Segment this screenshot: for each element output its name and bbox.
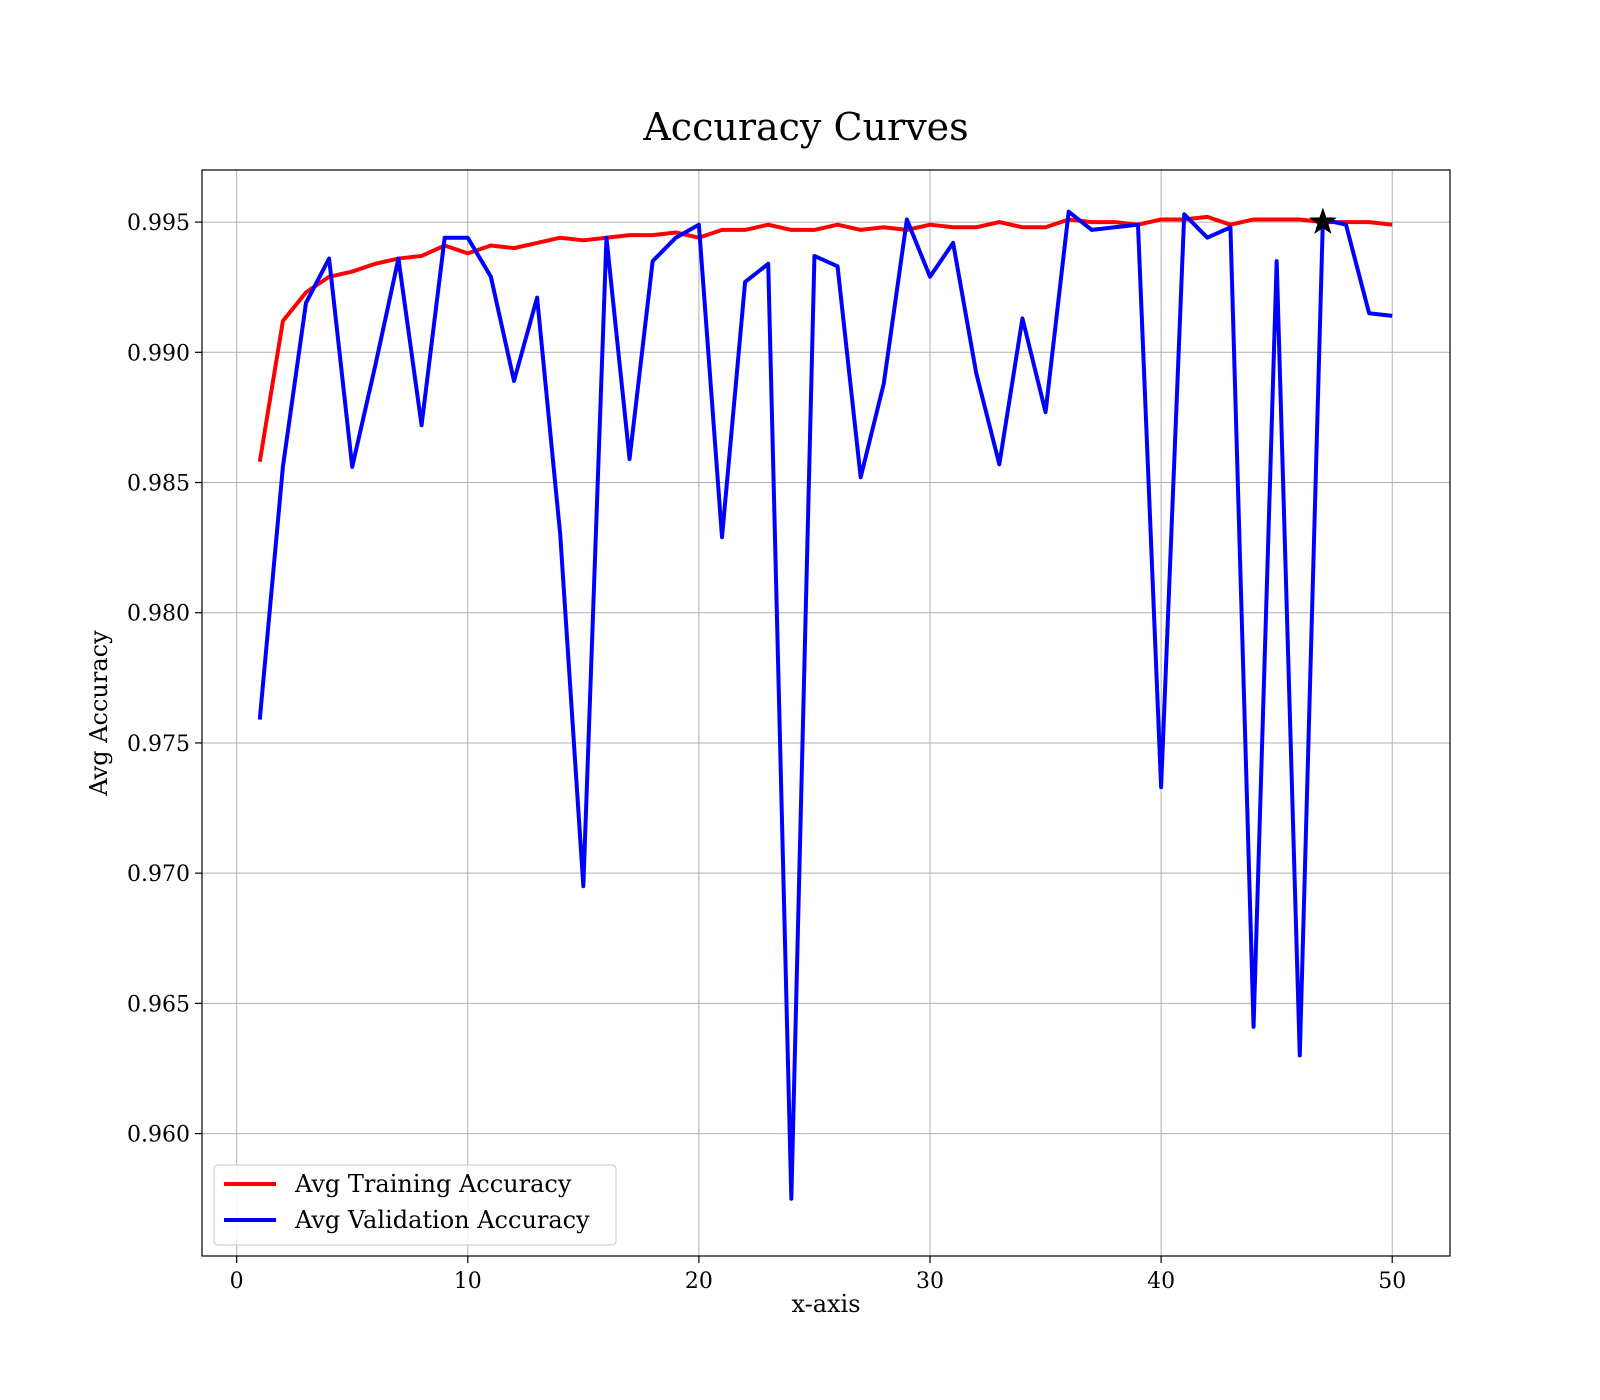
x-axis-label: x-axis [791, 1290, 860, 1318]
y-tick-label: 0.960 [127, 1123, 190, 1148]
x-tick-label: 20 [685, 1269, 713, 1294]
legend-label-training: Avg Training Accuracy [294, 1170, 572, 1198]
x-tick-label: 0 [230, 1269, 244, 1294]
y-tick-label: 0.965 [127, 992, 190, 1017]
best-epoch-star-marker [1309, 207, 1337, 234]
x-tick-label: 50 [1378, 1269, 1406, 1294]
y-tick-label: 0.980 [127, 602, 190, 627]
y-tick-label: 0.975 [127, 732, 190, 757]
legend-box [213, 1164, 617, 1246]
legend-label-validation: Avg Validation Accuracy [294, 1206, 590, 1234]
y-tick-label: 0.970 [127, 862, 190, 887]
plot-frame [201, 169, 1451, 1257]
training-accuracy-line [257, 214, 1393, 463]
validation-accuracy-line [257, 209, 1393, 1201]
axis-ticks: 0 10 20 30 40 50 0.960 0.965 0.970 0.975 0.980 0.98… [127, 211, 1406, 1294]
y-tick-label: 0.985 [127, 472, 190, 497]
y-tick-label: 0.995 [127, 211, 190, 236]
y-axis-label: Avg Accuracy [85, 630, 113, 797]
x-tick-label: 10 [454, 1269, 482, 1294]
x-tick-label: 40 [1147, 1269, 1175, 1294]
chart-title: Accuracy Curves [642, 105, 968, 149]
legend: Avg Training Accuracy Avg Validation Acc… [213, 1164, 617, 1246]
best-epoch-marker-layer [1309, 207, 1337, 234]
y-tick-label: 0.990 [127, 341, 190, 366]
x-tick-label: 30 [916, 1269, 944, 1294]
plot-series [257, 209, 1393, 1201]
